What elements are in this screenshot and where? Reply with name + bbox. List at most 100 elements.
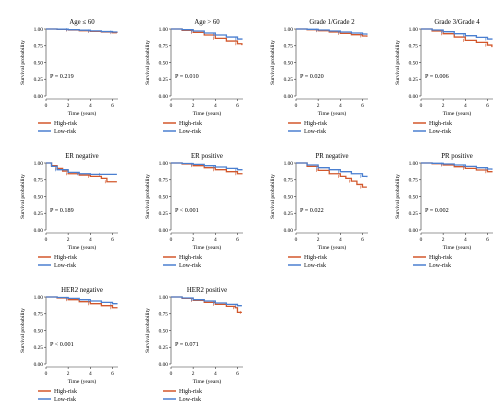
y-axis-label: Survival probability bbox=[145, 308, 151, 353]
x-tick-label: 0 bbox=[295, 237, 298, 243]
legend-label-low-risk: Low-risk bbox=[304, 129, 326, 135]
y-tick-label: 0.75 bbox=[284, 178, 294, 184]
high-risk-curve bbox=[296, 162, 367, 188]
km-panel: Age > 60 0.00 0.25 0.50 0.75 1.00 0 2 4 6 Time (ye… bbox=[145, 19, 243, 135]
y-tick-label: 1.00 bbox=[159, 295, 169, 301]
x-tick-label: 4 bbox=[214, 237, 217, 243]
km-panel: PR positive 0.00 0.25 0.50 0.75 1.00 0 2 4 6 Time … bbox=[395, 153, 493, 269]
legend-label-high-risk: High-risk bbox=[429, 255, 452, 261]
panel-title: PR negative bbox=[315, 153, 348, 160]
x-tick-label: 6 bbox=[111, 103, 114, 109]
y-tick-label: 0.75 bbox=[159, 178, 169, 184]
y-tick-label: 0.50 bbox=[284, 60, 294, 66]
y-tick-label: 0.25 bbox=[34, 77, 44, 83]
legend-label-low-risk: Low-risk bbox=[304, 263, 326, 269]
x-tick-label: 0 bbox=[170, 237, 173, 243]
x-tick-label: 2 bbox=[192, 237, 195, 243]
y-tick-label: 0.25 bbox=[34, 345, 44, 351]
y-axis-label: Survival probability bbox=[270, 174, 276, 219]
y-axis-label: Survival probability bbox=[20, 174, 26, 219]
x-tick-label: 2 bbox=[317, 237, 320, 243]
y-tick-label: 0.75 bbox=[409, 44, 419, 50]
y-tick-label: 0.75 bbox=[284, 44, 294, 50]
y-tick-label: 0.75 bbox=[159, 312, 169, 318]
km-panel: ER positive 0.00 0.25 0.50 0.75 1.00 0 2 4 6 Time … bbox=[145, 153, 243, 269]
legend-label-high-risk: High-risk bbox=[179, 121, 202, 127]
x-tick-label: 2 bbox=[192, 103, 195, 109]
p-value: P = 0.219 bbox=[50, 73, 74, 80]
high-risk-curve bbox=[46, 162, 117, 183]
y-tick-label: 1.00 bbox=[159, 161, 169, 167]
km-panel: HER2 negative 0.00 0.25 0.50 0.75 1.00 0 2 4 6 Tim… bbox=[20, 287, 118, 403]
legend-label-high-risk: High-risk bbox=[54, 255, 77, 261]
y-tick-label: 0.75 bbox=[409, 178, 419, 184]
x-tick-label: 6 bbox=[236, 103, 239, 109]
x-axis-label: Time (years) bbox=[318, 244, 347, 251]
low-risk-curve bbox=[171, 28, 243, 40]
y-axis-label: Survival probability bbox=[145, 174, 151, 219]
x-tick-label: 0 bbox=[420, 237, 423, 243]
y-tick-label: 0.25 bbox=[159, 77, 169, 83]
x-tick-label: 6 bbox=[236, 371, 239, 377]
x-tick-label: 0 bbox=[45, 237, 48, 243]
km-panel: ER negative 0.00 0.25 0.50 0.75 1.00 0 2 4 6 Time … bbox=[20, 153, 118, 269]
p-value: P = 0.010 bbox=[175, 73, 199, 80]
legend-label-high-risk: High-risk bbox=[54, 389, 77, 395]
x-axis-label: Time (years) bbox=[68, 378, 97, 385]
y-tick-label: 0.75 bbox=[159, 44, 169, 50]
y-tick-label: 0.25 bbox=[34, 211, 44, 217]
low-risk-curve bbox=[46, 28, 118, 33]
x-tick-label: 0 bbox=[45, 371, 48, 377]
y-tick-label: 0.00 bbox=[34, 94, 44, 100]
y-tick-label: 0.00 bbox=[159, 228, 169, 234]
x-tick-label: 4 bbox=[89, 371, 92, 377]
y-tick-label: 0.00 bbox=[409, 228, 419, 234]
y-tick-label: 0.25 bbox=[284, 211, 294, 217]
x-tick-label: 4 bbox=[89, 237, 92, 243]
x-axis-label: Time (years) bbox=[318, 110, 347, 117]
y-tick-label: 0.00 bbox=[284, 94, 294, 100]
x-tick-label: 4 bbox=[214, 103, 217, 109]
low-risk-curve bbox=[46, 296, 118, 305]
panel-title: Grade 3/Grade 4 bbox=[434, 19, 480, 26]
x-tick-label: 2 bbox=[442, 237, 445, 243]
x-tick-label: 4 bbox=[339, 103, 342, 109]
panel-title: ER positive bbox=[191, 153, 223, 160]
y-tick-label: 0.75 bbox=[34, 312, 44, 318]
y-tick-label: 0.00 bbox=[159, 362, 169, 368]
y-tick-label: 1.00 bbox=[409, 161, 419, 167]
x-tick-label: 2 bbox=[317, 103, 320, 109]
x-tick-label: 0 bbox=[170, 103, 173, 109]
y-tick-label: 0.50 bbox=[159, 194, 169, 200]
x-axis-label: Time (years) bbox=[193, 110, 222, 117]
x-tick-label: 6 bbox=[111, 237, 114, 243]
low-risk-curve bbox=[171, 162, 243, 171]
y-tick-label: 0.25 bbox=[159, 211, 169, 217]
p-value: P = 0.071 bbox=[175, 341, 199, 348]
y-tick-label: 1.00 bbox=[159, 27, 169, 33]
p-value: P < 0.001 bbox=[175, 207, 199, 214]
panel-title: ER negative bbox=[65, 153, 98, 160]
x-tick-label: 6 bbox=[111, 371, 114, 377]
y-tick-label: 0.25 bbox=[159, 345, 169, 351]
y-tick-label: 0.75 bbox=[34, 44, 44, 50]
high-risk-curve bbox=[421, 28, 493, 48]
panel-title: Age > 60 bbox=[194, 19, 220, 26]
y-tick-label: 0.50 bbox=[159, 60, 169, 66]
y-tick-label: 0.00 bbox=[159, 94, 169, 100]
legend-label-low-risk: Low-risk bbox=[179, 263, 201, 269]
x-tick-label: 0 bbox=[420, 103, 423, 109]
y-tick-label: 0.50 bbox=[409, 194, 419, 200]
legend-label-low-risk: Low-risk bbox=[429, 263, 451, 269]
km-panel: Grade 1/Grade 2 0.00 0.25 0.50 0.75 1.00 0 2 4 6 T… bbox=[270, 19, 368, 135]
y-tick-label: 0.00 bbox=[34, 362, 44, 368]
x-tick-label: 0 bbox=[45, 103, 48, 109]
low-risk-curve bbox=[421, 162, 493, 170]
x-axis-label: Time (years) bbox=[68, 244, 97, 251]
x-axis-label: Time (years) bbox=[193, 378, 222, 385]
x-tick-label: 6 bbox=[361, 237, 364, 243]
y-axis-label: Survival probability bbox=[20, 308, 26, 353]
km-panel: Grade 3/Grade 4 0.00 0.25 0.50 0.75 1.00 0 2 4 6 T… bbox=[395, 19, 493, 135]
legend-label-low-risk: Low-risk bbox=[429, 129, 451, 135]
